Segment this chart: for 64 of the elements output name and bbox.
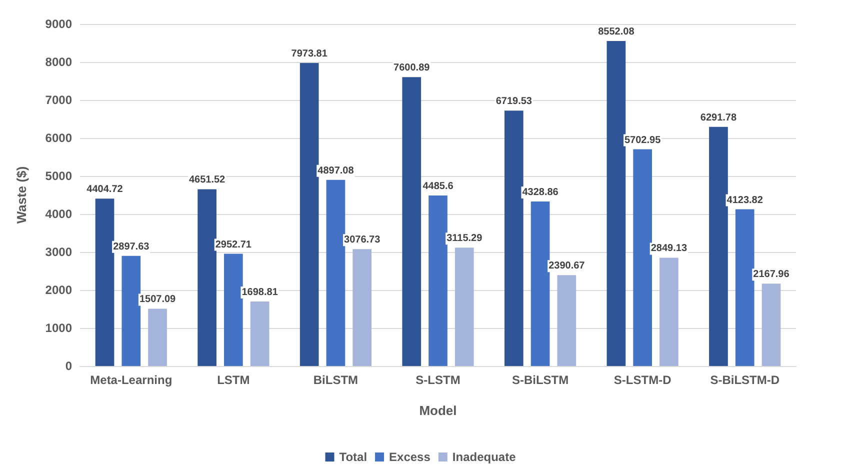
x-tick-label: S-LSTM <box>416 373 460 387</box>
bar <box>660 258 678 366</box>
y-tick-label: 1000 <box>45 321 72 335</box>
data-label: 4123.82 <box>726 194 764 206</box>
data-label: 7973.81 <box>291 48 328 60</box>
y-tick-label: 7000 <box>45 93 72 107</box>
bar <box>454 248 474 366</box>
data-label: 1698.81 <box>242 286 278 298</box>
bar <box>735 209 754 366</box>
x-axis-title: Model <box>419 403 457 418</box>
y-tick-label: 9000 <box>45 17 72 31</box>
bar <box>122 256 141 366</box>
y-tick-label: 5000 <box>45 169 72 183</box>
legend-label: Total <box>339 450 368 464</box>
bar <box>530 202 550 366</box>
data-label: 5702.95 <box>624 134 662 146</box>
bar <box>148 308 167 366</box>
x-tick-label: S-BiLSTM-D <box>710 373 780 387</box>
data-label: 7600.89 <box>394 62 430 74</box>
y-tick-label: 3000 <box>45 245 72 259</box>
data-label: 2897.63 <box>113 241 150 252</box>
bar <box>428 196 448 366</box>
data-label: 4404.72 <box>86 184 124 196</box>
legend-label: Inadequate <box>452 450 516 464</box>
x-tick-label: S-BiLSTM <box>512 373 569 387</box>
bar <box>224 254 243 366</box>
y-tick-label: 6000 <box>45 131 72 145</box>
data-label: 1507.09 <box>139 294 176 306</box>
data-label: 2849.13 <box>650 243 688 254</box>
data-label: 3115.29 <box>446 233 483 244</box>
bar <box>606 41 626 366</box>
bar <box>709 126 728 366</box>
data-label: 2390.67 <box>548 260 586 272</box>
data-label: 4897.08 <box>318 165 354 176</box>
y-tick-label: 2000 <box>45 283 72 297</box>
data-label: 4651.52 <box>188 174 226 186</box>
data-label: 4328.86 <box>522 187 559 198</box>
bar <box>504 110 524 366</box>
y-tick-label: 4000 <box>45 207 72 221</box>
data-label: 6291.78 <box>700 112 737 124</box>
data-label: 3076.73 <box>344 234 381 246</box>
x-tick-label: LSTM <box>217 373 250 387</box>
y-tick-label: 8000 <box>45 55 72 69</box>
bar <box>557 275 576 366</box>
bar <box>762 284 781 366</box>
bar <box>326 180 346 366</box>
legend-label: Excess <box>389 450 431 464</box>
bar <box>198 189 216 366</box>
bar <box>250 301 270 366</box>
y-tick-label: 0 <box>65 359 72 373</box>
bar <box>95 198 114 366</box>
bar <box>633 149 652 366</box>
data-label: 8552.08 <box>598 26 635 38</box>
x-tick-label: BiLSTM <box>313 373 358 387</box>
data-label: 6719.53 <box>496 96 532 108</box>
bar <box>402 77 422 366</box>
x-tick-label: Meta-Learning <box>90 373 172 387</box>
x-tick-label: S-LSTM-D <box>614 373 672 387</box>
data-label: 2167.96 <box>753 269 790 280</box>
y-axis-title: Waste ($) <box>14 166 29 224</box>
data-label: 4485.6 <box>422 181 454 192</box>
bar <box>300 62 319 366</box>
bar <box>352 249 372 366</box>
data-label: 2952.71 <box>215 239 252 250</box>
